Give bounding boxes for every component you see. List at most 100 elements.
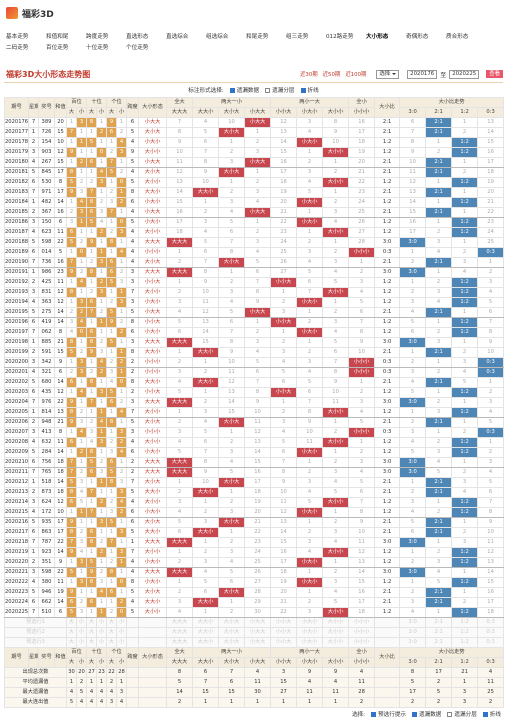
nav-item[interactable]: 奇偶形态 [406, 33, 429, 40]
nav-item[interactable]: 个位走势 [126, 44, 149, 51]
preselect-cell[interactable]: 大 [106, 637, 118, 648]
nav-item[interactable]: 组选综合 [206, 33, 229, 40]
nav-item[interactable]: 直选综合 [166, 33, 189, 40]
preselect-cell[interactable]: 小 [116, 637, 128, 648]
preselect-cell[interactable]: 小小大 [270, 627, 298, 638]
checkbox-box[interactable] [300, 87, 306, 93]
preselect-cell[interactable]: 小 [75, 637, 88, 648]
preselect-cell[interactable]: 0:3 [477, 617, 505, 628]
checkbox[interactable]: 遗漏数据 [229, 86, 259, 94]
preselect-cell[interactable]: 大小小 [322, 637, 350, 648]
checkbox-box[interactable] [412, 711, 418, 717]
checkbox-box[interactable] [482, 711, 488, 717]
preselect-cell[interactable]: 大 [86, 617, 98, 628]
nav-item[interactable]: 跨度走势 [86, 33, 109, 40]
preselect-cell[interactable]: 大 [86, 637, 98, 648]
nav-item[interactable]: 质合形态 [446, 33, 469, 40]
from-input[interactable]: 2020176 [407, 69, 438, 79]
preselect-cell[interactable]: 大 [86, 627, 98, 638]
preselect-cell[interactable]: 小大大 [244, 637, 272, 648]
preselect-cell[interactable]: 0:3 [477, 637, 505, 648]
preselect-cell[interactable]: 3:0 [399, 637, 427, 648]
preselect-cell[interactable]: 小 [96, 627, 108, 638]
preselect-cell[interactable]: 小 [96, 637, 108, 648]
cell: 28 [244, 587, 272, 598]
preselect-cell[interactable]: 3:0 [399, 617, 427, 628]
preselect-cell[interactable]: 大小大 [218, 637, 246, 648]
preselect-cell[interactable]: 大小大 [218, 617, 246, 628]
period-link[interactable]: 近30期 [300, 72, 318, 78]
preselect-cell[interactable]: 2:1 [425, 637, 453, 648]
preselect-cell[interactable]: 1:2 [451, 617, 479, 628]
preselect-cell[interactable]: 大 [66, 617, 77, 628]
preselect-cell[interactable]: 大小大 [218, 627, 246, 638]
nav-item[interactable]: 大小形态 [366, 33, 389, 40]
cell: 2:1 [374, 477, 401, 488]
preselect-cell[interactable]: 2:1 [425, 617, 453, 628]
nav-item[interactable]: 二码走势 [6, 44, 29, 51]
preselect-cell[interactable]: 小大大 [244, 627, 272, 638]
preselect-cell[interactable]: 大大小 [192, 627, 220, 638]
preselect-cell[interactable]: 大 [106, 627, 118, 638]
preselect-cell[interactable]: 小小小 [348, 637, 376, 648]
preselect-cell[interactable]: 1:2 [451, 637, 479, 648]
preselect-cell[interactable]: 大 [106, 617, 118, 628]
preselect-cell[interactable]: 大小小 [322, 617, 350, 628]
preselect-cell[interactable]: 2:1 [425, 627, 453, 638]
preselect-cell[interactable]: 大 [66, 627, 77, 638]
preselect-cell[interactable]: 小小大 [270, 637, 298, 648]
preselect-cell[interactable]: 大大小 [192, 637, 220, 648]
checkbox[interactable]: 遗漏数据 [412, 710, 441, 718]
preselect-cell[interactable]: 小小大 [270, 617, 298, 628]
checkbox[interactable]: 预选行提示 [371, 710, 406, 718]
select[interactable]: 选择 [376, 69, 400, 79]
to-input[interactable]: 2020225 [449, 69, 480, 79]
preselect-cell[interactable]: 1:2 [451, 627, 479, 638]
preselect-label[interactable]: 预选行3 [4, 637, 67, 648]
preselect-cell[interactable]: 大大大 [166, 637, 194, 648]
nav-item[interactable]: 和尾走势 [246, 33, 269, 40]
checkbox-box[interactable] [447, 711, 453, 717]
preselect-cell[interactable]: 小 [96, 617, 108, 628]
nav-item[interactable]: 十位走势 [86, 44, 109, 51]
nav-item[interactable]: 组三走势 [286, 33, 309, 40]
preselect-cell[interactable]: 3:0 [399, 627, 427, 638]
preselect-cell[interactable]: 大大小 [192, 617, 220, 628]
preselect-cell[interactable]: 小 [75, 627, 88, 638]
preselect-cell[interactable]: 大 [66, 637, 77, 648]
nav-item[interactable]: 012路走势 [326, 33, 354, 40]
preselect-cell[interactable]: 大大大 [166, 617, 194, 628]
preselect-cell[interactable]: 小大小 [296, 637, 324, 648]
preselect-cell[interactable]: 小小小 [348, 617, 376, 628]
checkbox-box[interactable] [229, 87, 235, 93]
preselect-cell[interactable]: 小 [116, 627, 128, 638]
preselect-cell[interactable]: 0:3 [477, 627, 505, 638]
checkbox[interactable]: 遗漏分层 [265, 86, 295, 94]
checkbox-box[interactable] [265, 87, 271, 93]
period-link[interactable]: 近50期 [322, 72, 341, 78]
preselect-cell[interactable]: 小 [116, 617, 128, 628]
cell: 大小大 [218, 417, 246, 428]
preselect-cell[interactable]: 小小小 [348, 627, 376, 638]
stats-cell: 4 [322, 677, 350, 688]
checkbox-box[interactable] [371, 711, 377, 717]
preselect-cell[interactable]: 小 [75, 617, 88, 628]
preselect-cell[interactable]: 小大小 [296, 617, 324, 628]
period-link[interactable]: 近100期 [345, 72, 367, 78]
nav-item[interactable]: 百位走势 [46, 44, 69, 51]
checkbox[interactable]: 遗漏分层 [447, 710, 477, 718]
cell: 8 [477, 327, 505, 338]
preselect-label[interactable]: 预选行2 [4, 627, 67, 638]
preselect-cell[interactable]: 大大大 [166, 627, 194, 638]
preselect-cell[interactable]: 小大小 [296, 627, 324, 638]
nav-item[interactable]: 基本走势 [6, 33, 29, 40]
cell: 5 [126, 127, 140, 138]
preselect-label[interactable]: 预选行1 [4, 617, 67, 628]
checkbox[interactable]: 折线 [482, 710, 501, 718]
checkbox[interactable]: 折线 [300, 86, 319, 94]
nav-item[interactable]: 直选形态 [126, 33, 149, 40]
preselect-cell[interactable]: 小大大 [244, 617, 272, 628]
nav-item[interactable]: 和值和尾 [46, 33, 69, 40]
preselect-cell[interactable]: 大小小 [322, 627, 350, 638]
view-button[interactable]: 查看 [486, 70, 503, 78]
